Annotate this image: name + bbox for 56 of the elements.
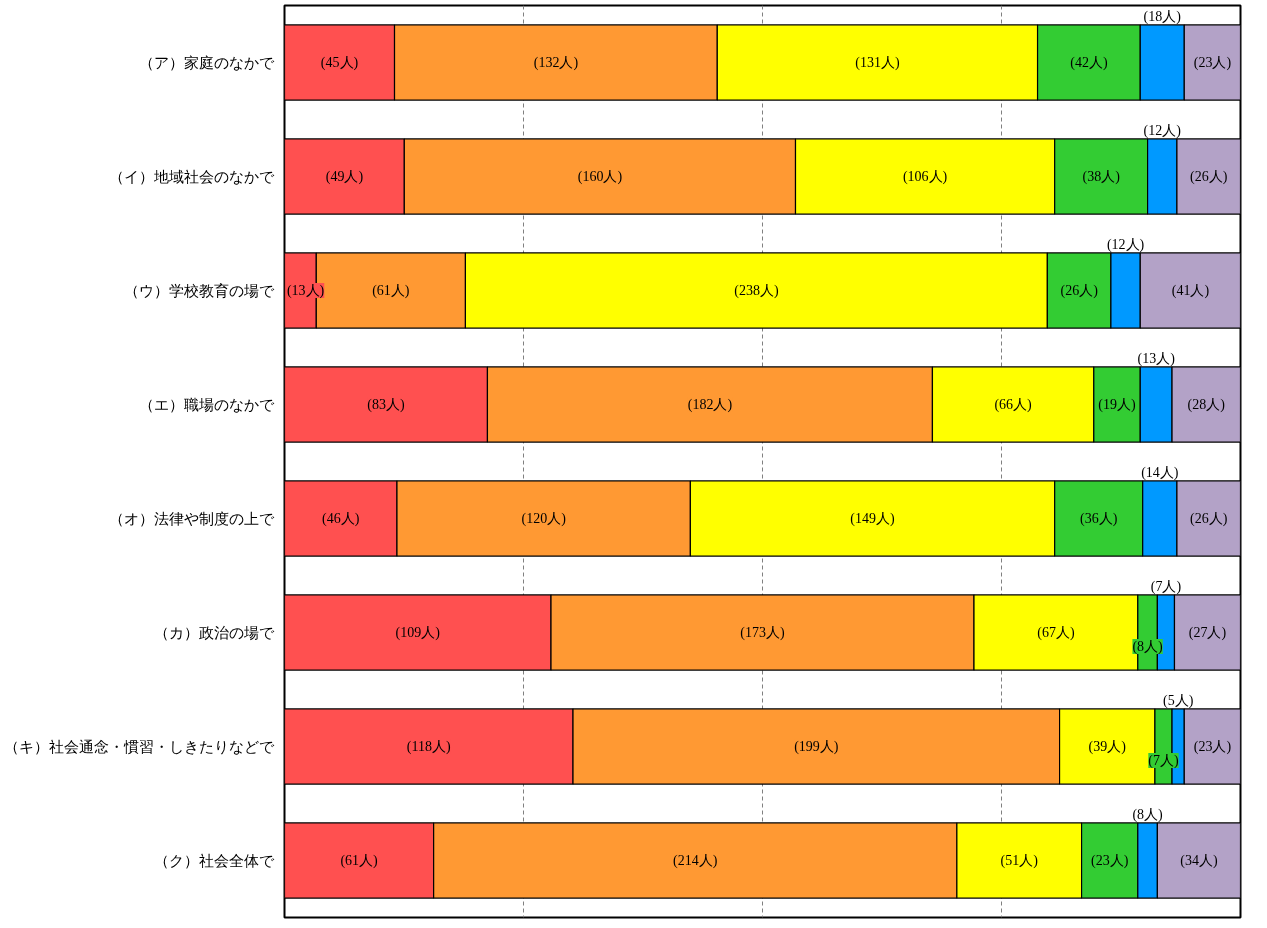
y-tick-label: （ウ）学校教育の場で bbox=[123, 282, 275, 299]
data-label: (36人) bbox=[1080, 511, 1118, 527]
data-label: (131人) bbox=[855, 55, 900, 71]
data-label: (26人) bbox=[1190, 169, 1228, 185]
data-label: (42人) bbox=[1070, 55, 1108, 71]
data-label: (18人) bbox=[1143, 8, 1182, 25]
data-label: (34人) bbox=[1180, 853, 1218, 869]
y-tick-label: （キ）社会通念・慣習・しきたりなどで bbox=[3, 738, 275, 755]
data-label: (160人) bbox=[577, 169, 623, 185]
data-label: (61人) bbox=[372, 283, 410, 299]
y-tick-label: （カ）政治の場で bbox=[153, 624, 275, 641]
data-label: (26人) bbox=[1060, 283, 1099, 299]
data-label: (173人) bbox=[740, 625, 785, 641]
data-label: (26人) bbox=[1190, 511, 1228, 527]
data-label: (214人) bbox=[673, 853, 718, 869]
data-label: (83人) bbox=[367, 397, 405, 413]
data-label: (27人) bbox=[1188, 625, 1227, 641]
data-label: (66人) bbox=[994, 397, 1033, 413]
y-tick-label: （ア）家庭のなかで bbox=[138, 54, 275, 71]
data-label: (23人) bbox=[1193, 55, 1232, 71]
data-label: (23人) bbox=[1091, 853, 1129, 869]
data-label: (7人) bbox=[1150, 578, 1182, 595]
data-label: (238人) bbox=[734, 283, 779, 299]
data-label: (7人) bbox=[1148, 753, 1179, 769]
data-label: (13人) bbox=[286, 283, 325, 299]
data-label: (149人) bbox=[850, 511, 896, 527]
data-label: (182人) bbox=[687, 397, 733, 413]
data-label: (120人) bbox=[521, 511, 567, 527]
data-label: (13人) bbox=[1137, 350, 1176, 367]
data-label: (109人) bbox=[395, 625, 441, 641]
data-label: (5人) bbox=[1162, 692, 1194, 709]
data-label: (61人) bbox=[340, 853, 379, 869]
y-tick-label: （エ）職場のなかで bbox=[138, 396, 275, 413]
data-label: (45人) bbox=[320, 55, 359, 71]
data-label: (38人) bbox=[1082, 169, 1121, 185]
data-label: (19人) bbox=[1098, 397, 1137, 413]
data-label: (118人) bbox=[406, 739, 451, 755]
data-label: (8人) bbox=[1132, 806, 1164, 823]
y-tick-label: （イ）地域社会のなかで bbox=[108, 168, 275, 185]
data-label: (51人) bbox=[1000, 853, 1039, 869]
data-label: (28人) bbox=[1187, 397, 1226, 413]
data-label: (39人) bbox=[1088, 739, 1127, 755]
data-label: (132人) bbox=[533, 55, 579, 71]
y-tick-label: （オ）法律や制度の上で bbox=[108, 510, 275, 527]
data-label: (12人) bbox=[1106, 236, 1145, 253]
data-label: (41人) bbox=[1171, 283, 1210, 299]
data-label: (23人) bbox=[1193, 739, 1232, 755]
y-tick-label: （ク）社会全体で bbox=[153, 852, 275, 869]
data-label: (106人) bbox=[902, 169, 948, 185]
data-label: (67人) bbox=[1037, 625, 1075, 641]
data-label: (49人) bbox=[325, 169, 364, 185]
data-label: (14人) bbox=[1141, 464, 1179, 481]
data-label: (12人) bbox=[1143, 122, 1182, 139]
data-label: (46人) bbox=[322, 511, 360, 527]
data-label: (8人) bbox=[1132, 639, 1164, 655]
data-label: (199人) bbox=[794, 739, 839, 755]
